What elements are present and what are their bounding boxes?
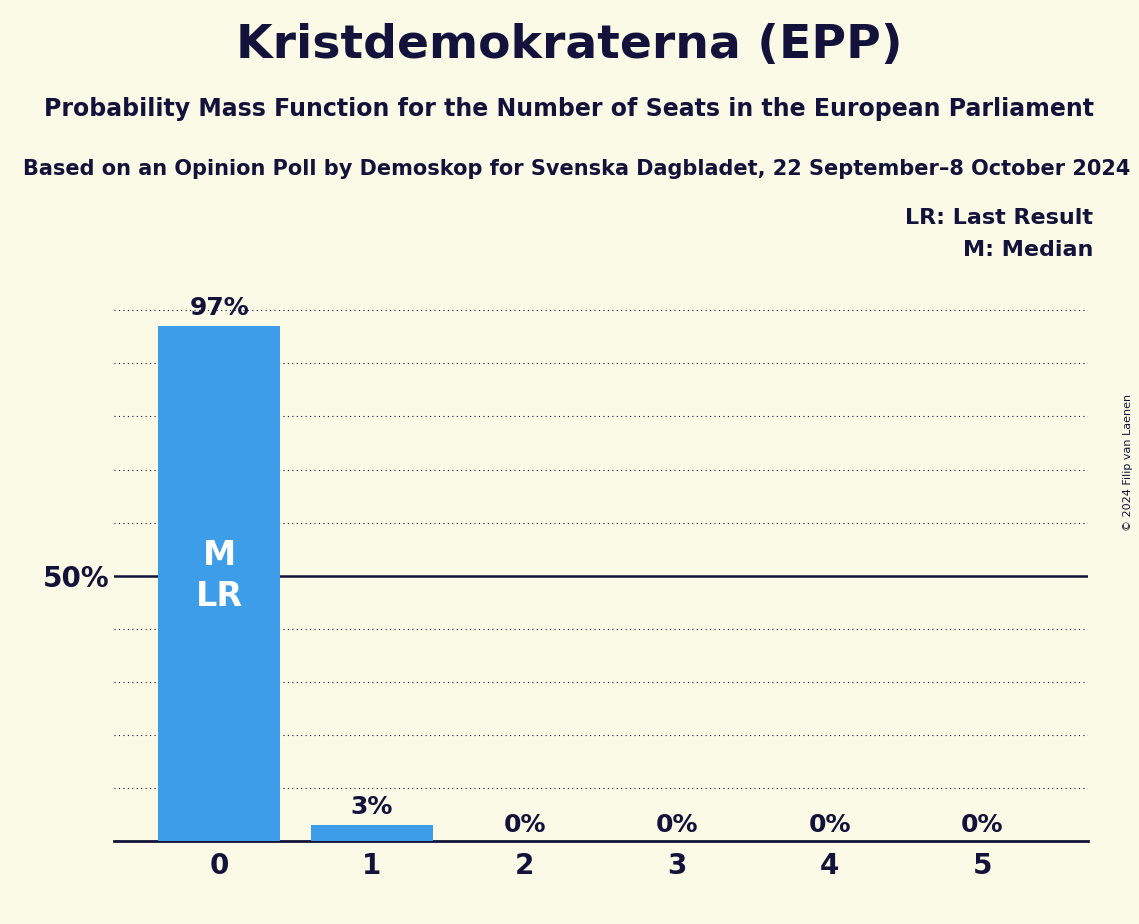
Text: M
LR: M LR xyxy=(196,539,243,613)
Bar xyxy=(311,825,433,841)
Text: 97%: 97% xyxy=(189,296,249,320)
Text: © 2024 Filip van Laenen: © 2024 Filip van Laenen xyxy=(1123,394,1133,530)
Text: M: Median: M: Median xyxy=(964,240,1093,261)
Text: Probability Mass Function for the Number of Seats in the European Parliament: Probability Mass Function for the Number… xyxy=(44,97,1095,121)
Text: LR: Last Result: LR: Last Result xyxy=(906,208,1093,228)
Text: 0%: 0% xyxy=(961,812,1003,836)
Bar xyxy=(158,326,280,841)
Text: 3%: 3% xyxy=(351,795,393,819)
Text: Based on an Opinion Poll by Demoskop for Svenska Dagbladet, 22 September–8 Octob: Based on an Opinion Poll by Demoskop for… xyxy=(23,159,1130,179)
Text: 0%: 0% xyxy=(656,812,698,836)
Text: 0%: 0% xyxy=(809,812,851,836)
Text: Kristdemokraterna (EPP): Kristdemokraterna (EPP) xyxy=(236,23,903,68)
Text: 0%: 0% xyxy=(503,812,546,836)
